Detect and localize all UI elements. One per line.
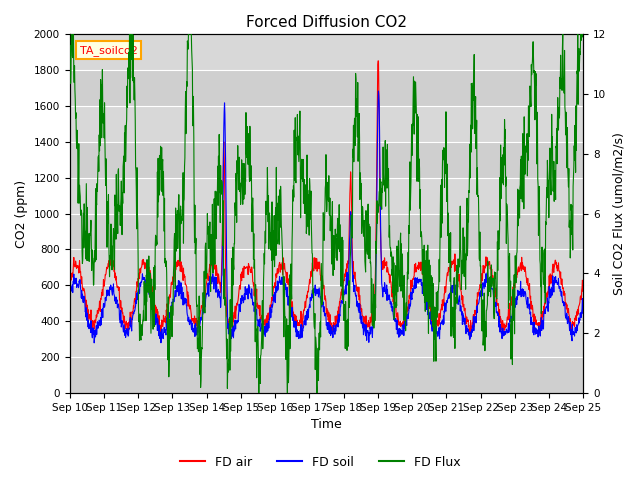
Bar [70, 70, 584, 106]
Bar [70, 286, 584, 321]
Text: TA_soilco2: TA_soilco2 [80, 45, 138, 56]
Y-axis label: CO2 (ppm): CO2 (ppm) [15, 180, 28, 248]
Bar [70, 142, 584, 178]
Bar [70, 250, 584, 286]
Bar [70, 214, 584, 250]
Y-axis label: Soil CO2 Flux (umol/m2/s): Soil CO2 Flux (umol/m2/s) [612, 132, 625, 295]
Legend: FD air, FD soil, FD Flux: FD air, FD soil, FD Flux [175, 451, 465, 474]
Bar [70, 178, 584, 214]
Bar [70, 34, 584, 70]
Bar [70, 321, 584, 357]
X-axis label: Time: Time [311, 419, 342, 432]
Bar [70, 357, 584, 393]
Bar [70, 106, 584, 142]
Title: Forced Diffusion CO2: Forced Diffusion CO2 [246, 15, 407, 30]
